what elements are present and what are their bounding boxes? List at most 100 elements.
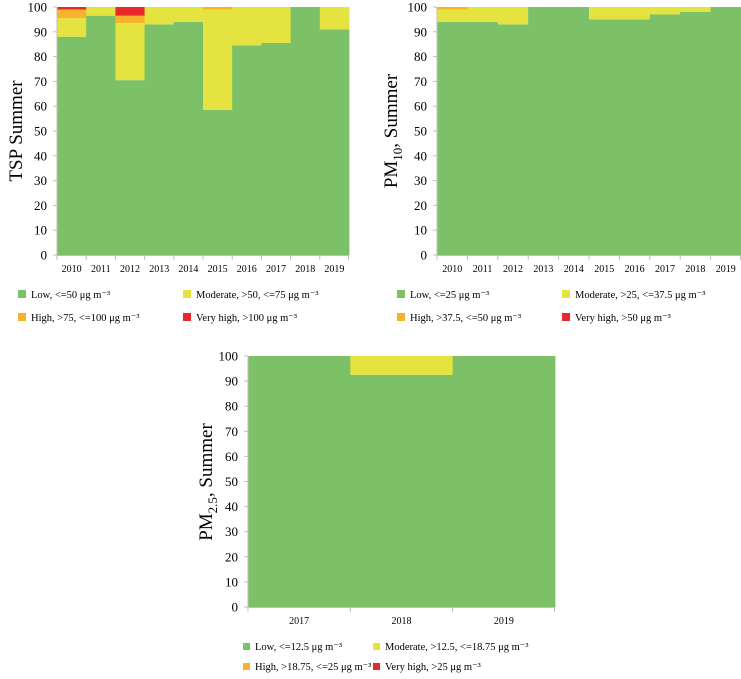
bar-low-2017 (261, 42, 291, 256)
y-tick-label: 80 (225, 399, 238, 414)
legend-label: Moderate, >12.5, <=18.75 μg m⁻³ (385, 642, 528, 653)
legend-swatch (183, 313, 191, 321)
legend-label: Very high, >100 μg m⁻³ (196, 313, 297, 324)
x-tick-label: 2018 (392, 616, 412, 627)
y-tick-label: 0 (421, 248, 428, 263)
y-tick-label: 80 (34, 49, 47, 64)
bar-low-2015 (589, 19, 620, 256)
legend-item-low: Low, <=50 μg m⁻³ (18, 290, 110, 301)
y-tick-label: 30 (414, 173, 427, 188)
bar-moderate-2015 (589, 7, 620, 20)
bar-low-2017 (248, 356, 351, 607)
x-tick-label: 2019 (716, 264, 736, 275)
bar-high-2012 (115, 15, 145, 24)
legend-swatch (562, 313, 570, 321)
bar-low-2014 (173, 21, 204, 255)
y-tick-label: 70 (414, 74, 427, 89)
legend-item-moderate: Moderate, >12.5, <=18.75 μg m⁻³ (373, 642, 528, 653)
bar-low-2010 (57, 36, 87, 256)
legend-item-high: High, >75, <=100 μg m⁻³ (18, 313, 140, 324)
bar-moderate-2016 (232, 7, 262, 46)
bar-moderate-2018 (350, 356, 454, 375)
legend-label: High, >37.5, <=50 μg m⁻³ (410, 313, 521, 324)
legend-item-low: Low, <=12.5 μg m⁻³ (243, 642, 342, 653)
x-tick-label: 2015 (208, 264, 228, 275)
bar-moderate-2017 (261, 7, 291, 43)
bar-low-2018 (680, 11, 711, 255)
x-tick-label: 2016 (625, 264, 645, 275)
legend-label: Very high, >25 μg m⁻³ (385, 662, 481, 673)
bar-low-2016 (619, 19, 651, 256)
bar-low-2010 (437, 21, 468, 255)
legend-swatch (373, 643, 380, 650)
bar-low-2014 (558, 7, 590, 255)
legend-swatch (373, 663, 380, 670)
y-tick-label: 10 (225, 574, 238, 589)
x-tick-label: 2018 (295, 264, 315, 275)
bar-low-2019 (452, 356, 556, 607)
legend-item-very_high: Very high, >25 μg m⁻³ (373, 662, 481, 673)
chart-2: 0 10 20 30 40 50 60 70 80 90 100 2010 2011 2012 2013 20… (381, 0, 741, 324)
legend-label: Low, <=50 μg m⁻³ (31, 290, 110, 301)
legend-label: Low, <=25 μg m⁻³ (410, 290, 489, 301)
legend-swatch (18, 290, 26, 298)
bar-low-2013 (528, 7, 559, 255)
y-tick-label: 90 (414, 24, 427, 39)
x-tick-label: 2017 (655, 264, 675, 275)
x-tick-label: 2018 (685, 264, 705, 275)
legend-item-low: Low, <=25 μg m⁻³ (397, 290, 489, 301)
x-tick-label: 2013 (149, 264, 169, 275)
chart-1: 0 10 20 30 40 50 60 70 80 90 100 2010 2011 2012 2013 20… (6, 0, 350, 324)
y-axis-title: PM10, Summer (381, 73, 405, 188)
y-tick-label: 70 (34, 74, 47, 89)
bar-moderate-2014 (173, 7, 204, 22)
x-tick-label: 2013 (533, 264, 553, 275)
y-tick-label: 80 (414, 49, 427, 64)
legend-label: Low, <=12.5 μg m⁻³ (255, 642, 342, 653)
y-tick-label: 60 (225, 449, 238, 464)
bar-low-2018 (350, 374, 454, 607)
legend-swatch (183, 290, 191, 298)
bar-low-2011 (467, 21, 499, 255)
x-tick-label: 2019 (324, 264, 344, 275)
x-tick-label: 2014 (178, 264, 198, 275)
y-tick-label: 40 (34, 148, 47, 163)
x-tick-label: 2012 (503, 264, 523, 275)
bar-moderate-2011 (467, 7, 499, 22)
x-tick-label: 2014 (564, 264, 584, 275)
legend-item-very_high: Very high, >100 μg m⁻³ (183, 313, 297, 324)
x-tick-label: 2012 (120, 264, 140, 275)
bar-moderate-2010 (57, 18, 87, 37)
legend-swatch (18, 313, 26, 321)
legend-label: Very high, >50 μg m⁻³ (575, 313, 671, 324)
x-tick-label: 2011 (91, 264, 111, 275)
bar-moderate-2011 (86, 7, 116, 16)
legend-item-high: High, >37.5, <=50 μg m⁻³ (397, 313, 521, 324)
legend-swatch (562, 290, 570, 298)
bar-moderate-2010 (437, 9, 468, 22)
legend-label: High, >18.75, <=25 μg m⁻³ (255, 662, 371, 673)
y-tick-label: 40 (414, 148, 427, 163)
y-tick-label: 50 (34, 124, 47, 139)
y-tick-label: 50 (225, 474, 238, 489)
x-tick-label: 2010 (442, 264, 462, 275)
x-tick-label: 2015 (594, 264, 614, 275)
legend-label: Moderate, >25, <=37.5 μg m⁻³ (575, 290, 705, 301)
y-tick-label: 50 (414, 124, 427, 139)
x-tick-label: 2016 (237, 264, 257, 275)
bar-moderate-2016 (619, 7, 651, 20)
legend-item-moderate: Moderate, >25, <=37.5 μg m⁻³ (562, 290, 705, 301)
x-tick-label: 2017 (266, 264, 286, 275)
y-tick-label: 100 (28, 0, 48, 15)
y-tick-label: 20 (225, 549, 238, 564)
bar-moderate-2019 (319, 7, 350, 30)
bar-low-2019 (710, 7, 741, 255)
bar-moderate-2013 (144, 7, 175, 25)
bar-moderate-2017 (649, 7, 681, 15)
legend-swatch (243, 643, 250, 650)
bar-low-2018 (290, 7, 321, 255)
bar-high-2015 (203, 7, 233, 10)
y-axis-title: TSP Summer (6, 80, 27, 182)
bar-low-2017 (649, 14, 681, 255)
